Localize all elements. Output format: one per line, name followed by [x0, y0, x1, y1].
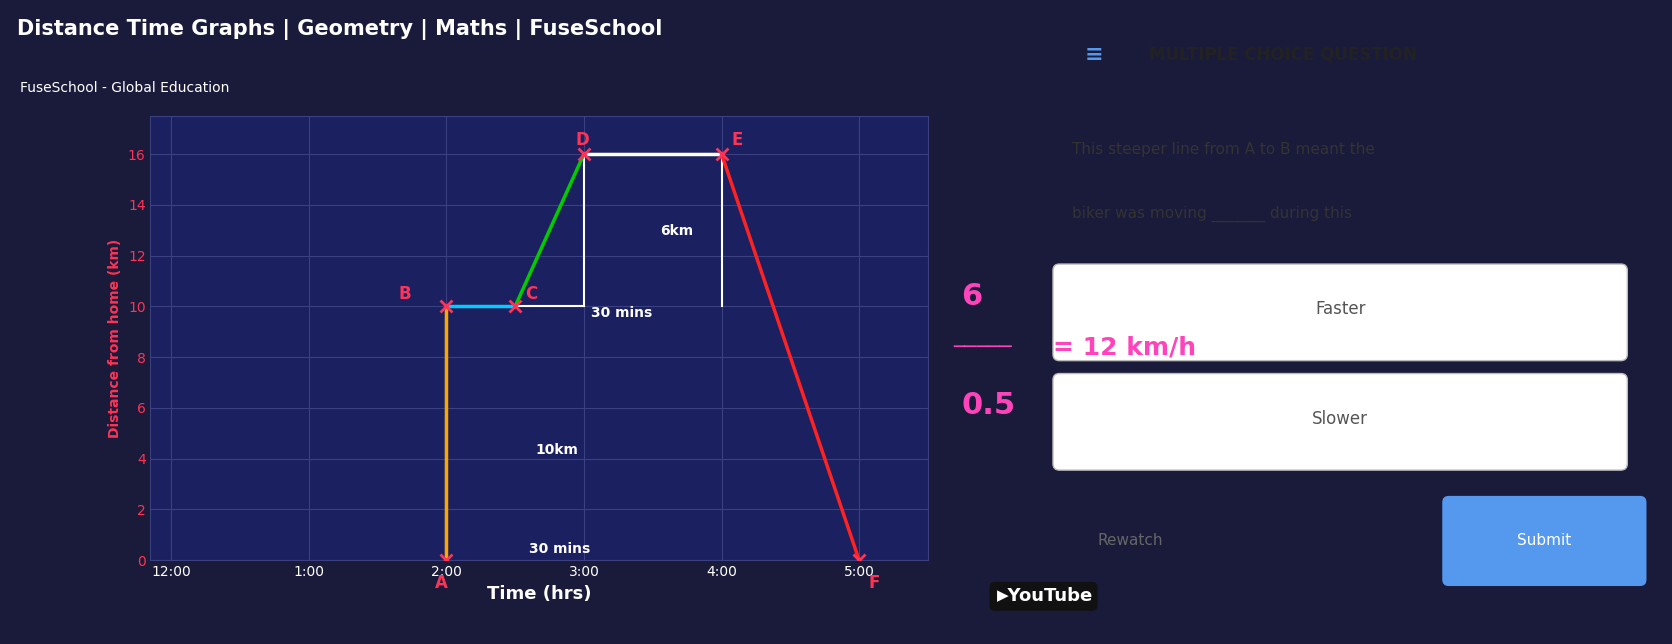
- Text: E: E: [731, 131, 742, 149]
- Text: ≡: ≡: [1085, 45, 1104, 65]
- Text: This steeper line from A to B meant the: This steeper line from A to B meant the: [1072, 142, 1374, 156]
- Text: ▶: ▶: [997, 588, 1008, 603]
- Text: 0.5: 0.5: [961, 391, 1015, 421]
- Text: FuseSchool - Global Education: FuseSchool - Global Education: [20, 80, 229, 95]
- Text: B: B: [398, 285, 411, 303]
- Text: C: C: [525, 285, 537, 303]
- X-axis label: Time (hrs): Time (hrs): [487, 585, 592, 603]
- Text: ─────: ─────: [953, 338, 1012, 357]
- FancyBboxPatch shape: [1443, 496, 1647, 586]
- Text: A: A: [435, 574, 448, 592]
- FancyBboxPatch shape: [1053, 264, 1627, 361]
- Text: Submit: Submit: [1517, 533, 1572, 549]
- Text: 30 mins: 30 mins: [528, 542, 590, 556]
- Text: 6: 6: [961, 281, 983, 311]
- Text: YouTube: YouTube: [995, 587, 1092, 605]
- Text: 6km: 6km: [660, 224, 692, 238]
- Text: Rewatch: Rewatch: [1097, 533, 1164, 549]
- FancyBboxPatch shape: [1053, 374, 1627, 470]
- Text: biker was moving _______ during this: biker was moving _______ during this: [1072, 206, 1353, 222]
- Text: MULTIPLE CHOICE QUESTION: MULTIPLE CHOICE QUESTION: [1149, 45, 1416, 63]
- Text: Faster: Faster: [1314, 300, 1366, 318]
- Text: 30 mins: 30 mins: [590, 305, 652, 319]
- Y-axis label: Distance from home (km): Distance from home (km): [109, 238, 122, 438]
- Text: = 12 km/h: = 12 km/h: [1053, 336, 1197, 360]
- Text: Slower: Slower: [1313, 410, 1368, 428]
- Text: D: D: [575, 131, 590, 149]
- Text: Distance Time Graphs | Geometry | Maths | FuseSchool: Distance Time Graphs | Geometry | Maths …: [17, 19, 662, 41]
- Text: 10km: 10km: [535, 442, 579, 457]
- Text: F: F: [869, 574, 879, 592]
